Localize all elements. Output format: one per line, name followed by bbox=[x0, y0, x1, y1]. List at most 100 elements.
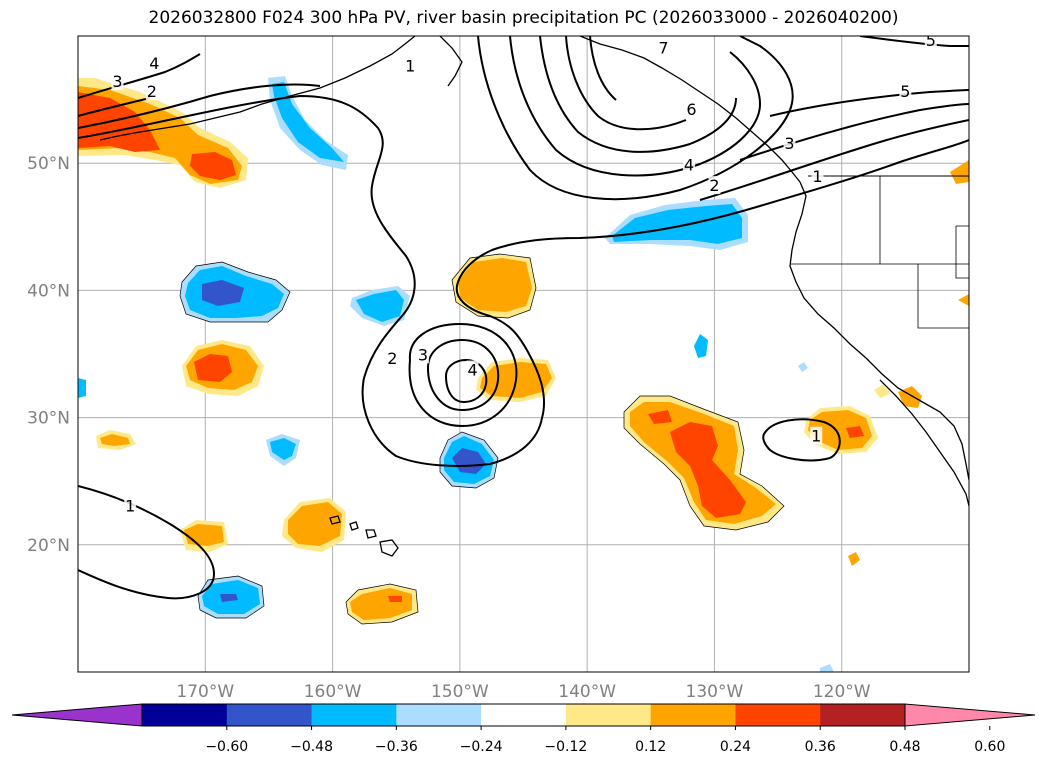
positive-anomaly-region bbox=[846, 426, 864, 438]
shading-outline bbox=[345, 583, 419, 625]
colorbar-segment bbox=[396, 704, 482, 726]
pv-contour-label: 7 bbox=[658, 39, 668, 58]
positive-anomaly-region bbox=[458, 258, 532, 312]
state-borders bbox=[790, 176, 969, 329]
coastlines bbox=[99, 36, 969, 557]
pv-contour-ridge-5 bbox=[539, 36, 737, 153]
pv-contour-label: 2 bbox=[709, 176, 719, 195]
pv-contour-ridge-4 bbox=[565, 36, 687, 131]
colorbar-over-triangle bbox=[904, 703, 1036, 727]
pv-contour-ridge-3 bbox=[589, 36, 617, 101]
map-title: 2026032800 F024 300 hPa PV, river basin … bbox=[148, 8, 899, 28]
colorbar: −0.60 −0.48 −0.36 −0.24 −0.12 0.12 0.24 0.36 0.4… bbox=[11, 703, 1036, 755]
lat-tick-label: 40°N bbox=[27, 281, 70, 301]
colorbar-tick-label: 0.12 bbox=[635, 739, 666, 755]
lat-tick-label: 30°N bbox=[27, 409, 70, 429]
pv-contour-1-trough bbox=[78, 94, 969, 467]
lon-tick-label: 140°W bbox=[558, 682, 616, 702]
pv-contour-label: 5 bbox=[900, 82, 910, 101]
negative-anomaly-region bbox=[270, 438, 296, 460]
negative-anomaly-region bbox=[78, 378, 86, 398]
pv-contour-label: 2 bbox=[387, 349, 397, 368]
colorbar-segment bbox=[820, 704, 906, 726]
colorbar-tick-label: −0.24 bbox=[460, 739, 503, 755]
positive-anomaly-region bbox=[958, 294, 969, 306]
positive-anomaly-region bbox=[78, 92, 160, 152]
pv-contour-label: 4 bbox=[684, 156, 694, 175]
negative-anomaly-region bbox=[356, 290, 404, 322]
positive-anomaly-region bbox=[194, 354, 232, 382]
positive-anomaly-region bbox=[648, 410, 672, 424]
shading-outline bbox=[439, 431, 499, 489]
colorbar-tick-label: −0.60 bbox=[205, 739, 248, 755]
pv-contour-cutoff-4 bbox=[444, 358, 488, 404]
contour-label-background bbox=[124, 496, 137, 515]
positive-anomaly-region bbox=[670, 422, 746, 518]
contour-label-background bbox=[148, 53, 161, 72]
contour-label-background bbox=[924, 36, 937, 50]
longitude-labels: 170°W 160°W 150°W 140°W 130°W 120°W bbox=[176, 682, 870, 702]
pv-contour-north-5 bbox=[859, 36, 969, 47]
pv-contour-ridge-7 bbox=[477, 36, 794, 201]
pv-contour-label: 4 bbox=[149, 54, 159, 73]
pv-contour-label: 1 bbox=[812, 167, 822, 186]
pv-contour-label: 1 bbox=[125, 497, 135, 516]
precipitation-shading bbox=[78, 76, 969, 672]
lon-tick-label: 120°W bbox=[813, 682, 871, 702]
pv-contour-3 bbox=[78, 97, 151, 117]
colorbar-segment bbox=[481, 704, 567, 726]
shading-outline bbox=[623, 395, 785, 531]
positive-anomaly-region bbox=[190, 152, 236, 180]
shading-outline bbox=[451, 253, 537, 319]
pv-contour-3 bbox=[739, 103, 969, 161]
negative-anomaly-region bbox=[820, 664, 834, 672]
pv-contour-label: 5 bbox=[926, 31, 936, 50]
gridlines bbox=[78, 36, 969, 672]
pv-contour-label: 3 bbox=[418, 345, 428, 364]
shading-outline bbox=[179, 261, 291, 323]
negative-anomaly-region bbox=[452, 448, 486, 474]
baja-california-coast bbox=[879, 379, 969, 507]
contour-label-background bbox=[810, 426, 823, 445]
colorbar-segment bbox=[735, 704, 821, 726]
contour-label-background bbox=[111, 71, 124, 90]
contour-label-background bbox=[685, 99, 698, 118]
colorbar-tick-label: −0.48 bbox=[290, 739, 333, 755]
contour-label-background bbox=[386, 349, 399, 368]
pv-contour-label: 4 bbox=[467, 361, 477, 380]
positive-anomaly-region bbox=[874, 384, 890, 398]
aleutian-islands bbox=[99, 36, 416, 141]
colorbar-tick-label: −0.36 bbox=[375, 739, 418, 755]
pv-contour-label: 2 bbox=[147, 82, 157, 101]
positive-anomaly-region bbox=[388, 596, 402, 602]
colorbar-frame bbox=[141, 703, 906, 727]
negative-anomaly-region bbox=[798, 362, 808, 372]
pacific-northwest-coast bbox=[789, 181, 969, 481]
contour-label-background bbox=[708, 176, 721, 195]
lat-tick-label: 20°N bbox=[27, 536, 70, 556]
colorbar-tick-label: 0.60 bbox=[974, 739, 1005, 755]
colorbar-segment bbox=[142, 704, 228, 726]
lon-tick-label: 170°W bbox=[176, 682, 234, 702]
alaska-coast bbox=[439, 36, 801, 183]
pv-contour-east-1 bbox=[762, 418, 841, 462]
positive-anomaly-region bbox=[848, 552, 860, 566]
pv-contour-cutoff-3 bbox=[426, 338, 500, 412]
hawaiian-islands bbox=[329, 515, 399, 557]
lat-tick-label: 50°N bbox=[27, 154, 70, 174]
contour-label-background bbox=[657, 38, 670, 57]
negative-anomaly-region bbox=[694, 334, 708, 358]
colorbar-under-triangle bbox=[11, 703, 143, 727]
map-frame bbox=[77, 35, 970, 673]
latitude-labels: 50°N 40°N 30°N 20°N bbox=[27, 154, 70, 556]
shading-outline bbox=[197, 575, 265, 619]
pv-contour-label: 3 bbox=[112, 72, 122, 91]
contour-label-background bbox=[899, 81, 912, 100]
contour-label-background bbox=[416, 345, 429, 364]
pv-contour-label: 1 bbox=[811, 427, 821, 446]
colorbar-tick-label: −0.12 bbox=[544, 739, 587, 755]
negative-anomaly-region bbox=[612, 204, 742, 244]
colorbar-segment bbox=[650, 704, 736, 726]
contour-label-background bbox=[811, 167, 824, 186]
negative-anomaly-region bbox=[220, 594, 238, 602]
